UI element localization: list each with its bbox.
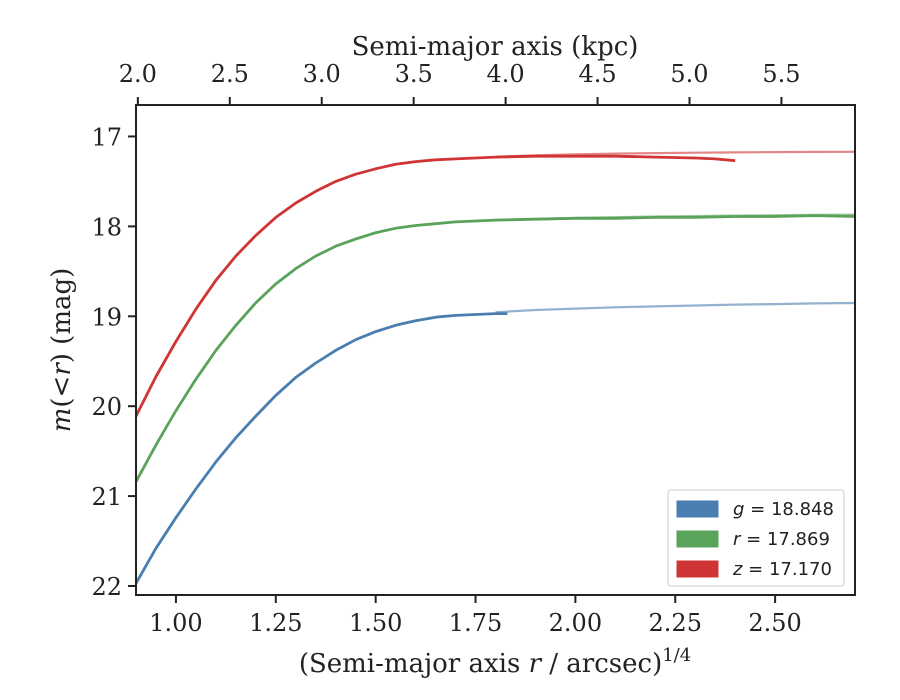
x-axis-label-italic: r xyxy=(529,649,543,679)
y-axis-label-close: ) xyxy=(47,353,77,363)
x-tick-label: 1.75 xyxy=(449,609,502,637)
x-axis-label: (Semi-major axis r / arcsec)1/4 xyxy=(299,645,691,679)
y-axis-label-r: r xyxy=(47,362,77,376)
x-tick-label: 1.50 xyxy=(349,609,402,637)
y-axis-label-open: ( xyxy=(47,397,77,407)
bottom-x-ticks: 1.00 1.25 1.50 1.75 2.00 2.25 2.50 xyxy=(149,595,802,637)
y-tick-label: 18 xyxy=(91,213,122,241)
model-line-g xyxy=(495,301,856,314)
top-x-tick-label: 2.0 xyxy=(119,60,157,88)
x-tick-label: 2.00 xyxy=(549,609,602,637)
x-axis-label-rest: / arcsec) xyxy=(541,649,662,679)
data-line-z xyxy=(134,154,736,417)
top-x-tick-label: 5.0 xyxy=(670,60,708,88)
data-line-g xyxy=(134,312,508,584)
x-axis-label-main: (Semi-major axis xyxy=(299,649,529,679)
legend-swatch-r xyxy=(676,530,719,548)
legend: g = 18.848 r = 17.869 z = 17.170 xyxy=(667,489,845,587)
y-tick-label: 20 xyxy=(91,393,122,421)
y-ticks: 17 18 19 20 21 22 xyxy=(91,123,136,601)
x-tick-label: 2.50 xyxy=(748,609,801,637)
data-line-r xyxy=(134,214,856,483)
top-x-tick-label: 3.0 xyxy=(303,60,341,88)
top-x-tick-label: 4.0 xyxy=(487,60,525,88)
y-tick-label: 19 xyxy=(91,303,122,331)
model-curves xyxy=(495,150,856,314)
y-axis-label-unit: (mag) xyxy=(47,268,77,353)
legend-label-g: g = 18.848 xyxy=(733,499,834,520)
top-x-tick-label: 2.5 xyxy=(211,60,249,88)
y-axis-label: m(<r) (mag) xyxy=(47,268,77,433)
top-x-ticks: 2.0 2.5 3.0 3.5 4.0 4.5 5.0 5.5 xyxy=(119,60,801,105)
x-tick-label: 1.00 xyxy=(149,609,202,637)
top-x-tick-label: 5.5 xyxy=(762,60,800,88)
top-x-tick-label: 3.5 xyxy=(395,60,433,88)
legend-label-z: z = 17.170 xyxy=(732,559,832,580)
y-axis-label-lt: < xyxy=(47,376,77,398)
data-curves xyxy=(134,154,856,584)
y-tick-label: 21 xyxy=(91,483,122,511)
legend-label-r: r = 17.869 xyxy=(733,529,830,550)
y-axis-label-m: m xyxy=(47,408,77,433)
top-x-axis-label: Semi-major axis (kpc) xyxy=(352,32,639,62)
x-tick-label: 2.25 xyxy=(649,609,702,637)
y-tick-label: 22 xyxy=(91,573,122,601)
x-axis-label-exponent: 1/4 xyxy=(662,645,691,666)
legend-swatch-g xyxy=(676,500,719,518)
x-tick-label: 1.25 xyxy=(249,609,302,637)
plot-frame xyxy=(135,104,856,596)
legend-swatch-z xyxy=(676,560,719,578)
top-x-tick-label: 4.5 xyxy=(578,60,616,88)
y-tick-label: 17 xyxy=(91,123,122,151)
